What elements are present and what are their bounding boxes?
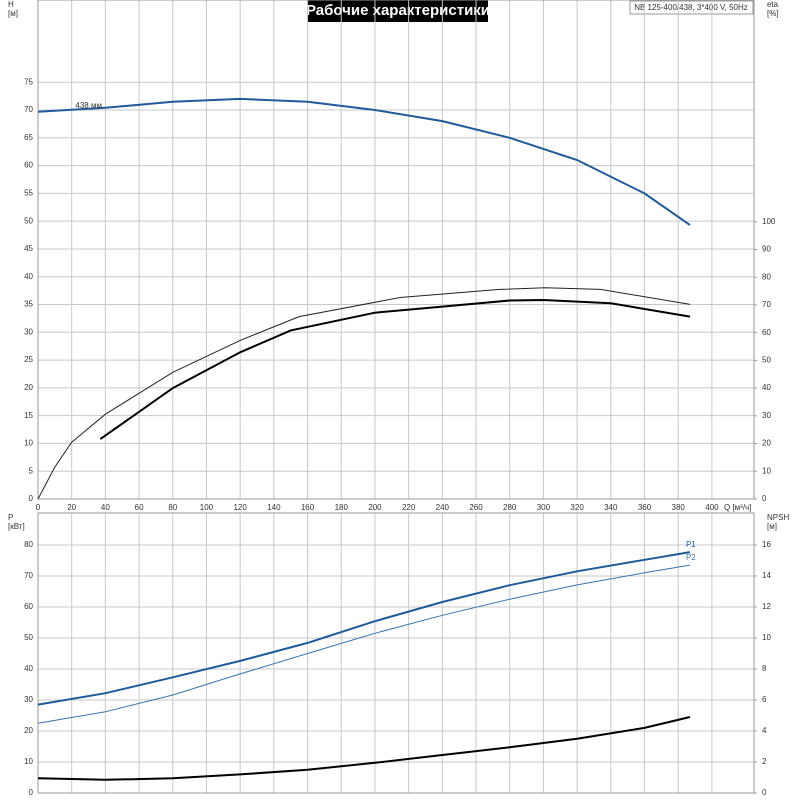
series-line <box>37 564 691 724</box>
y-tick-label: 65 <box>24 133 33 142</box>
y-tick-label: 20 <box>24 383 33 392</box>
y2-axis-label: NPSH <box>767 513 789 522</box>
x-tick-label: 140 <box>267 503 281 512</box>
x-tick-label: 360 <box>638 503 652 512</box>
y2-tick-label: 10 <box>762 633 771 642</box>
x-tick-label: 160 <box>301 503 315 512</box>
x-tick-label: 100 <box>200 503 214 512</box>
y2-tick-label: 80 <box>762 272 771 281</box>
x-axis-label: Q [м³/ч] <box>724 503 751 512</box>
title-box <box>308 0 488 22</box>
y2-tick-label: 14 <box>762 571 771 580</box>
y-tick-label: 30 <box>24 327 33 336</box>
x-tick-label: 240 <box>436 503 450 512</box>
y-tick-label: 55 <box>24 188 33 197</box>
y-tick-label: 80 <box>24 540 33 549</box>
series-line <box>37 97 691 226</box>
y-tick-label: 70 <box>24 105 33 114</box>
x-tick-label: 120 <box>233 503 247 512</box>
y2-tick-label: 50 <box>762 355 771 364</box>
y2-tick-label: 20 <box>762 439 771 448</box>
series-label: 438 мм <box>75 101 102 110</box>
y-tick-label: 10 <box>24 439 33 448</box>
x-tick-label: 180 <box>335 503 349 512</box>
series-line <box>37 551 691 706</box>
y2-tick-label: 6 <box>762 695 767 704</box>
y-tick-label: 5 <box>29 466 34 475</box>
y-tick-label: 40 <box>24 664 33 673</box>
x-tick-label: 200 <box>368 503 382 512</box>
y2-tick-label: 40 <box>762 383 771 392</box>
y2-tick-label: 100 <box>762 217 776 226</box>
y2-tick-label: 16 <box>762 540 771 549</box>
y2-tick-label: 90 <box>762 245 771 254</box>
series-label: P1 <box>686 540 696 549</box>
y-tick-label: 40 <box>24 272 33 281</box>
x-tick-label: 40 <box>101 503 110 512</box>
y2-axis-unit: [м] <box>767 522 777 531</box>
y2-tick-label: 70 <box>762 300 771 309</box>
y2-tick-label: 2 <box>762 757 767 766</box>
y2-tick-label: 4 <box>762 726 767 735</box>
y-tick-label: 20 <box>24 726 33 735</box>
x-tick-label: 280 <box>503 503 517 512</box>
y-tick-label: 60 <box>24 161 33 170</box>
y2-tick-label: 0 <box>762 494 767 503</box>
chart-subtitle: NB 125-400/438, 3*400 V, 50Hz <box>634 3 748 12</box>
y2-tick-label: 30 <box>762 411 771 420</box>
x-tick-label: 380 <box>672 503 686 512</box>
y-tick-label: 60 <box>24 602 33 611</box>
y-tick-label: 70 <box>24 571 33 580</box>
y2-tick-label: 10 <box>762 466 771 475</box>
y-tick-label: 30 <box>24 695 33 704</box>
y-tick-label: 15 <box>24 411 33 420</box>
x-tick-label: 260 <box>469 503 483 512</box>
y-axis-unit: [кВт] <box>8 522 25 531</box>
y-axis-label: H <box>8 0 14 9</box>
y-tick-label: 50 <box>24 216 33 225</box>
y2-axis-label: eta <box>767 0 779 9</box>
series-line <box>37 287 691 500</box>
x-tick-label: 300 <box>537 503 551 512</box>
x-tick-label: 60 <box>135 503 144 512</box>
y-tick-label: 0 <box>29 788 34 797</box>
y-tick-label: 35 <box>24 300 33 309</box>
y-axis-label: P <box>8 513 13 522</box>
plot-frame <box>37 0 755 500</box>
y2-tick-label: 8 <box>762 664 767 673</box>
y-axis-unit: [м] <box>8 9 18 18</box>
y-tick-label: 25 <box>24 355 33 364</box>
y-tick-label: 10 <box>24 757 33 766</box>
y2-tick-label: 60 <box>762 328 771 337</box>
x-tick-label: 320 <box>570 503 584 512</box>
y2-tick-label: 12 <box>762 602 771 611</box>
y-tick-label: 75 <box>24 77 33 86</box>
series-line <box>37 716 691 781</box>
x-tick-label: 0 <box>36 503 41 512</box>
x-tick-label: 340 <box>604 503 618 512</box>
series-label: P2 <box>686 553 696 562</box>
y-tick-label: 45 <box>24 244 33 253</box>
x-tick-label: 20 <box>67 503 76 512</box>
x-tick-label: 80 <box>168 503 177 512</box>
y2-tick-label: 0 <box>762 788 767 797</box>
chart-title: Рабочие характеристики <box>306 2 490 19</box>
y-tick-label: 0 <box>29 494 34 503</box>
subtitle-box <box>629 0 754 15</box>
x-tick-label: 400 <box>705 503 719 512</box>
x-tick-label: 220 <box>402 503 416 512</box>
plot-frame <box>37 512 755 794</box>
y-tick-label: 50 <box>24 633 33 642</box>
series-line <box>99 298 691 440</box>
y2-axis-unit: [%] <box>767 9 779 18</box>
